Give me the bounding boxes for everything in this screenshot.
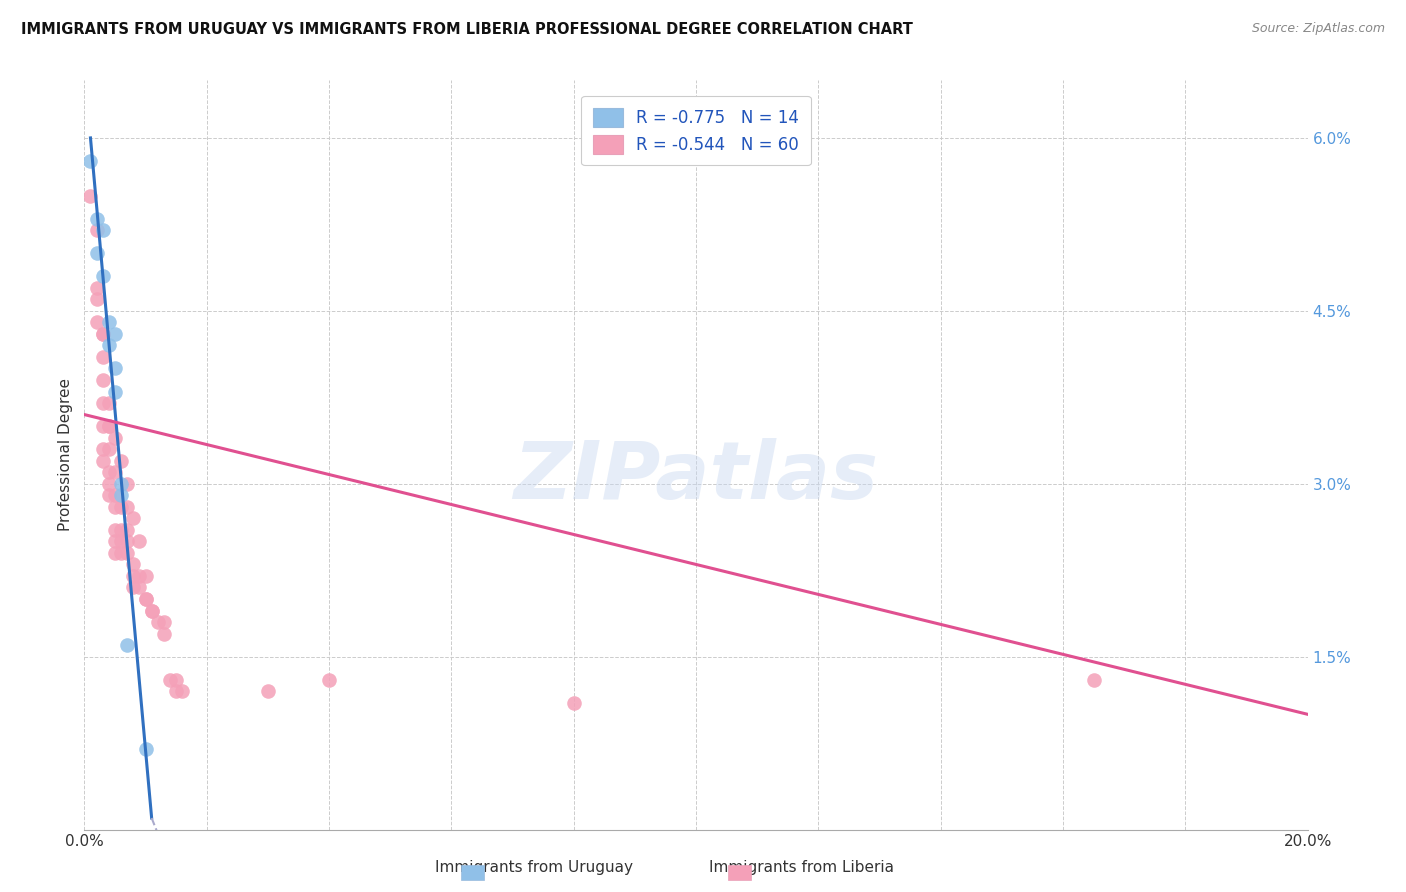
Point	[165, 684, 187, 698]
Point	[110, 534, 132, 549]
Point	[122, 569, 145, 583]
Point	[104, 465, 127, 479]
Point	[110, 546, 132, 560]
Point	[97, 442, 120, 457]
Point	[115, 476, 138, 491]
Point	[86, 293, 108, 307]
Point	[153, 615, 176, 629]
Point	[97, 476, 120, 491]
Point	[128, 569, 150, 583]
Point	[86, 211, 108, 226]
Point	[153, 626, 176, 640]
Point	[122, 558, 145, 572]
Point	[122, 581, 145, 595]
Point	[135, 742, 157, 756]
Point	[1083, 673, 1105, 687]
Point	[79, 188, 101, 202]
Point	[110, 476, 132, 491]
Point	[97, 488, 120, 502]
Point	[91, 419, 114, 434]
Point	[172, 684, 194, 698]
Point	[104, 534, 127, 549]
Legend: R = -0.775   N = 14, R = -0.544   N = 60: R = -0.775 N = 14, R = -0.544 N = 60	[581, 96, 811, 165]
Point	[97, 338, 120, 352]
Point	[562, 696, 585, 710]
Point	[91, 442, 114, 457]
Point	[91, 326, 114, 341]
Point	[97, 419, 120, 434]
Point	[115, 534, 138, 549]
Point	[135, 569, 157, 583]
Point	[141, 603, 163, 617]
Text: ZIPatlas: ZIPatlas	[513, 438, 879, 516]
Point	[91, 453, 114, 467]
Text: Source: ZipAtlas.com: Source: ZipAtlas.com	[1251, 22, 1385, 36]
Point	[104, 326, 127, 341]
Text: IMMIGRANTS FROM URUGUAY VS IMMIGRANTS FROM LIBERIA PROFESSIONAL DEGREE CORRELATI: IMMIGRANTS FROM URUGUAY VS IMMIGRANTS FR…	[21, 22, 912, 37]
Point	[110, 500, 132, 514]
Point	[135, 592, 157, 607]
Point	[110, 523, 132, 537]
Point	[91, 223, 114, 237]
Point	[91, 373, 114, 387]
Point	[115, 523, 138, 537]
Y-axis label: Professional Degree: Professional Degree	[58, 378, 73, 532]
Point	[128, 534, 150, 549]
Point	[97, 396, 120, 410]
Point	[110, 488, 132, 502]
Point	[257, 684, 280, 698]
Point	[104, 546, 127, 560]
Point	[104, 431, 127, 445]
Point	[91, 350, 114, 364]
Point	[128, 581, 150, 595]
Point	[86, 223, 108, 237]
Point	[115, 546, 138, 560]
Point	[135, 592, 157, 607]
Point	[104, 384, 127, 399]
Point	[110, 453, 132, 467]
Point	[91, 326, 114, 341]
Point	[86, 246, 108, 260]
Point	[115, 500, 138, 514]
Point	[104, 500, 127, 514]
Point	[97, 465, 120, 479]
Point	[86, 315, 108, 329]
Point	[165, 673, 187, 687]
Point	[104, 523, 127, 537]
Point	[104, 488, 127, 502]
Point	[97, 315, 120, 329]
Point	[104, 361, 127, 376]
Point	[141, 603, 163, 617]
Text: Immigrants from Liberia: Immigrants from Liberia	[709, 861, 894, 875]
Point	[86, 281, 108, 295]
Point	[318, 673, 340, 687]
Point	[122, 511, 145, 525]
Point	[91, 396, 114, 410]
Point	[97, 419, 120, 434]
Point	[91, 269, 114, 284]
Text: Immigrants from Uruguay: Immigrants from Uruguay	[436, 861, 633, 875]
Point	[115, 638, 138, 652]
Point	[146, 615, 169, 629]
Point	[79, 153, 101, 168]
Point	[159, 673, 181, 687]
